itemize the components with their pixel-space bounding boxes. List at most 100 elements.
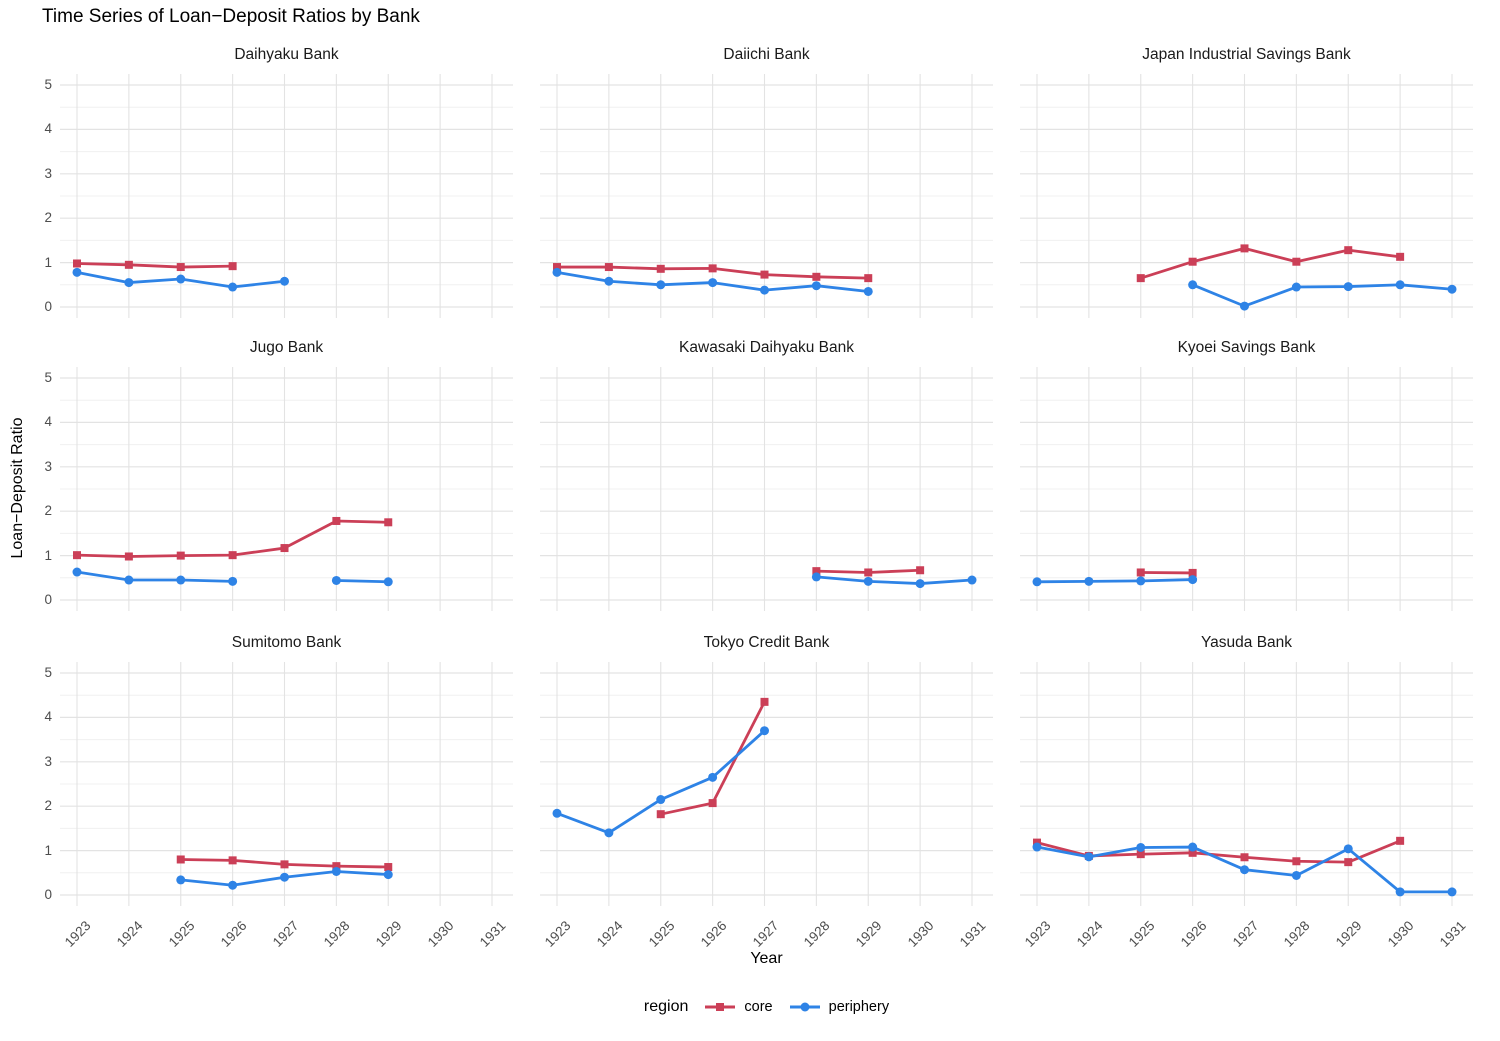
core-marker [1396, 252, 1405, 261]
periphery-marker [1084, 576, 1094, 586]
core-marker [656, 810, 665, 819]
core-marker [1188, 568, 1197, 577]
periphery-marker [1188, 280, 1198, 290]
core-marker [124, 552, 133, 561]
periphery-marker [1395, 280, 1405, 290]
core-marker [228, 551, 237, 560]
y-tick-label: 1 [44, 254, 52, 270]
periphery-marker [760, 726, 769, 736]
periphery-marker [656, 280, 666, 290]
legend-title: region [643, 998, 689, 1015]
core-marker [176, 263, 185, 272]
periphery-marker [1343, 282, 1353, 292]
facet-plot [1020, 367, 1473, 611]
periphery-line [1035, 578, 1195, 584]
periphery-marker [1188, 842, 1198, 852]
legend: region core periphery [60, 998, 1473, 1016]
core-marker [1136, 274, 1145, 283]
core-marker [1188, 848, 1197, 857]
core-line [75, 262, 235, 269]
y-tick-label: 0 [44, 592, 52, 607]
periphery-marker [760, 285, 769, 295]
periphery-marker [1188, 575, 1198, 585]
periphery-marker [72, 267, 82, 277]
core-marker [73, 551, 81, 560]
y-tick-label: 4 [44, 121, 52, 137]
core-marker [1136, 850, 1145, 859]
periphery-marker [1343, 844, 1353, 854]
core-marker [553, 263, 561, 272]
core-marker [124, 260, 133, 269]
core-marker [228, 856, 237, 865]
periphery-marker [124, 575, 134, 585]
facet-title: Japan Industrial Savings Bank [1142, 46, 1351, 63]
periphery-marker [1395, 887, 1405, 897]
periphery-marker [1291, 282, 1301, 292]
core-line [1139, 246, 1402, 280]
periphery-marker [1136, 576, 1146, 586]
periphery-marker [811, 281, 821, 291]
core-marker [656, 264, 665, 273]
core-marker [280, 544, 289, 553]
facet-plot [60, 74, 513, 318]
periphery-marker [863, 576, 873, 586]
periphery-marker [1447, 887, 1457, 897]
facet-plot [60, 367, 513, 611]
core-marker [1344, 858, 1353, 867]
x-axis-label: Year [750, 950, 783, 967]
periphery-marker [176, 274, 186, 284]
y-tick-label: 2 [44, 210, 52, 226]
periphery-marker [1032, 842, 1042, 852]
periphery-marker [331, 866, 341, 876]
core-marker [176, 551, 185, 560]
y-tick-label: 0 [44, 887, 52, 902]
y-axis-label: Loan−Deposit Ratio [9, 417, 26, 559]
periphery-marker-icon [789, 1002, 820, 1012]
periphery-marker [604, 828, 614, 838]
legend-item-core: core [704, 999, 773, 1015]
periphery-marker [967, 575, 977, 585]
periphery-line [75, 570, 235, 583]
y-tick-label: 5 [44, 370, 52, 385]
facet-plot [540, 74, 993, 318]
facet-title: Kyoei Savings Bank [1177, 339, 1316, 356]
periphery-marker [811, 572, 821, 582]
core-marker [864, 568, 873, 577]
core-marker [916, 566, 925, 575]
y-tick-label: 3 [44, 753, 52, 769]
facet-plot [540, 367, 993, 611]
periphery-marker [1447, 284, 1457, 294]
y-tick-label: 0 [44, 299, 52, 314]
periphery-marker [1032, 577, 1042, 587]
core-marker [384, 518, 393, 527]
facet-title: Daihyaku Bank [234, 46, 339, 63]
chart-title: Time Series of Loan−Deposit Ratios by Ba… [42, 6, 420, 27]
facet-title: Sumitomo Bank [231, 634, 342, 651]
periphery-marker [708, 772, 718, 782]
core-marker [812, 567, 821, 576]
facet-title: Kawasaki Daihyaku Bank [679, 339, 854, 356]
core-marker [1292, 257, 1301, 266]
y-tick-label: 5 [44, 665, 52, 680]
facet-title: Daiichi Bank [723, 46, 810, 63]
y-tick-label: 4 [44, 709, 52, 725]
periphery-marker [1240, 301, 1249, 311]
core-marker [1136, 568, 1145, 577]
periphery-marker [552, 808, 562, 818]
core-marker [604, 263, 613, 272]
periphery-line [1191, 283, 1454, 308]
y-tick-label: 2 [44, 798, 52, 814]
periphery-line [334, 579, 390, 584]
periphery-marker [552, 267, 562, 277]
periphery-marker [1240, 865, 1249, 875]
periphery-marker [176, 875, 186, 885]
periphery-marker [124, 278, 134, 288]
y-tick-label: 5 [44, 77, 52, 92]
facet-plot [1020, 662, 1473, 906]
core-marker [812, 272, 821, 281]
core-marker [73, 259, 81, 268]
periphery-marker [863, 286, 873, 296]
periphery-marker [604, 276, 614, 286]
facet-plot [540, 662, 993, 906]
periphery-marker [708, 278, 718, 288]
